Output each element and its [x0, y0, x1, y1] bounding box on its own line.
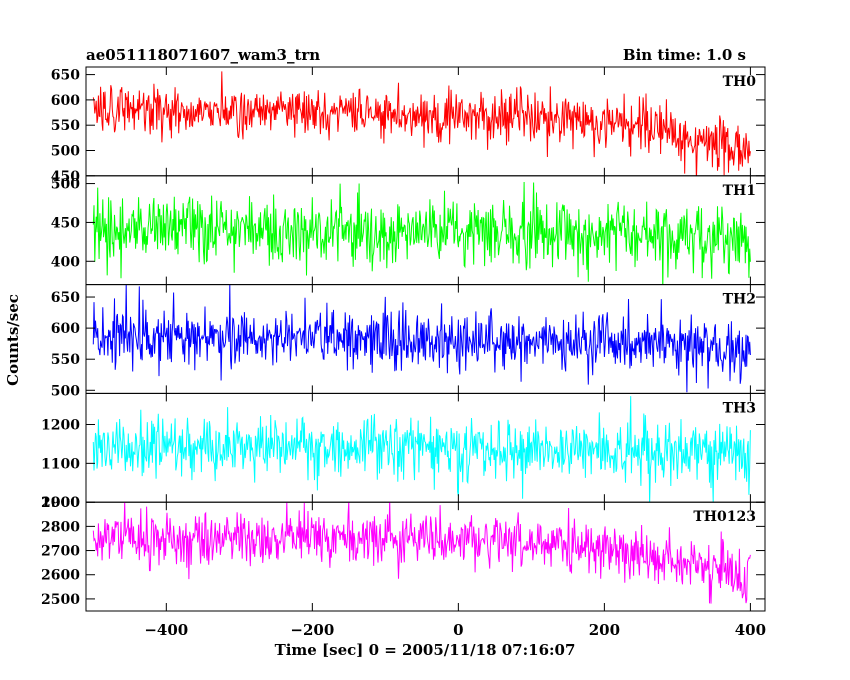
x-tick-label: 400: [735, 621, 766, 639]
y-tick-label: 500: [51, 177, 80, 193]
chart-title: ae051118071607_wam3_trn: [86, 46, 320, 64]
y-axis-label: Counts/sec: [4, 294, 22, 386]
y-tick-label: 400: [51, 254, 80, 270]
y-tick-label: 2800: [41, 519, 80, 535]
y-tick-label: 650: [51, 290, 80, 306]
bin-time-label: Bin time: 1.0 s: [623, 46, 746, 64]
y-tick-label: 2900: [41, 495, 80, 511]
x-axis-label: Time [sec] 0 = 2005/11/18 07:16:07: [275, 641, 576, 659]
y-tick-label: 500: [51, 383, 80, 399]
series-line-th0: [92, 71, 751, 176]
x-tick-label: 200: [589, 621, 620, 639]
panel-label-th3: TH3: [723, 400, 756, 416]
y-tick-label: 600: [51, 93, 80, 109]
y-tick-label: 1000: [41, 495, 80, 511]
y-tick-label: 450: [51, 169, 80, 185]
y-tick-label: 500: [51, 143, 80, 159]
panel-label-th2: TH2: [723, 292, 756, 308]
series-line-th0123: [92, 502, 751, 604]
y-tick-label: 650: [51, 68, 80, 84]
y-tick-label: 550: [51, 352, 80, 368]
panel-frame-th0123: [85, 501, 766, 612]
panel-label-th0123: TH0123: [693, 509, 756, 525]
y-tick-label: 2500: [41, 592, 80, 608]
y-tick-label: 1100: [41, 456, 80, 472]
x-tick-label: 0: [453, 621, 463, 639]
series-line-th1: [92, 181, 751, 285]
y-tick-label: 2600: [41, 568, 80, 584]
y-tick-label: 2700: [41, 544, 80, 560]
series-line-th3: [92, 396, 751, 503]
y-tick-label: 600: [51, 321, 80, 337]
panel-label-th0: TH0: [723, 74, 757, 90]
y-tick-label: 450: [51, 215, 80, 231]
series-line-th2: [92, 284, 751, 393]
y-tick-label: 1200: [41, 417, 80, 433]
panel-label-th1: TH1: [723, 183, 756, 199]
y-tick-label: 550: [51, 118, 80, 134]
x-tick-label: −400: [144, 621, 188, 639]
x-tick-label: −200: [290, 621, 334, 639]
